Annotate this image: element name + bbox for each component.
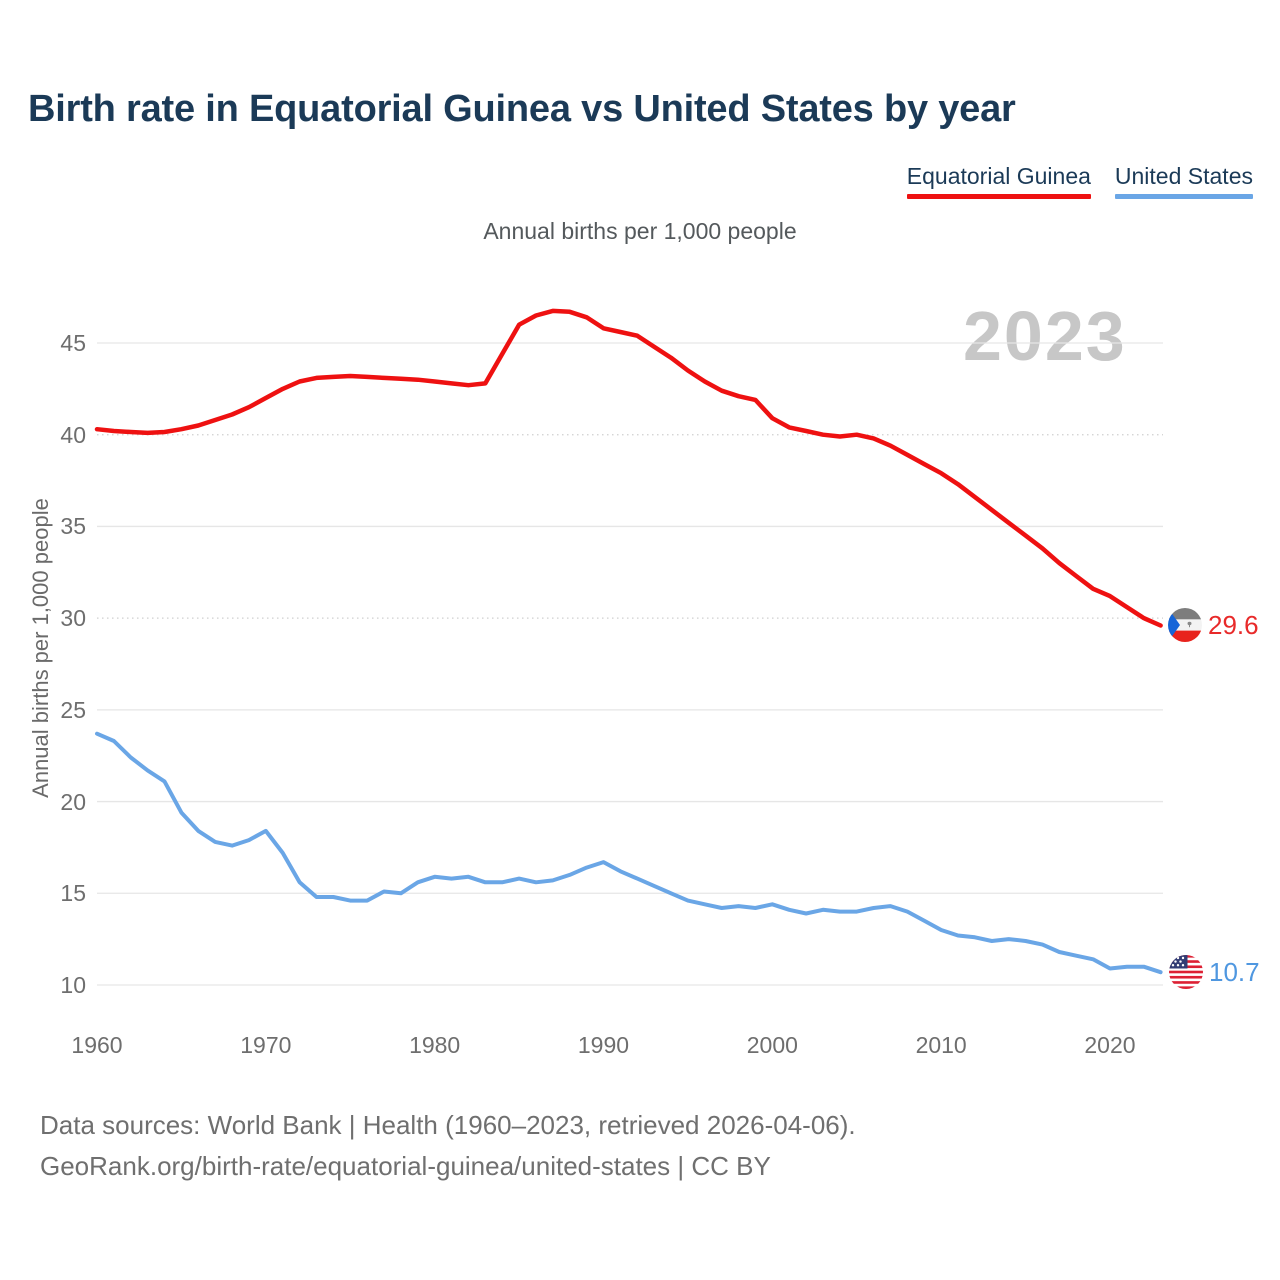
legend-label: United States — [1114, 163, 1253, 189]
x-tick-label-1970: 1970 — [240, 1032, 292, 1058]
year-watermark: 2023 — [963, 297, 1127, 375]
legend-underline-eg — [906, 194, 1091, 199]
x-tick-label-2020: 2020 — [1084, 1032, 1136, 1058]
chart-title: Birth rate in Equatorial Guinea vs Unite… — [28, 88, 1016, 130]
footer-attribution: GeoRank.org/birth-rate/equatorial-guinea… — [40, 1151, 771, 1181]
x-tick-label-1960: 1960 — [71, 1032, 123, 1058]
legend-item-equatorial-guinea[interactable]: Equatorial Guinea — [906, 163, 1091, 199]
series-line-united-states — [95, 731, 1163, 975]
legend: Equatorial Guinea United States — [906, 163, 1253, 199]
footer: Data sources: World Bank | Health (1960–… — [40, 1105, 856, 1187]
y-tick-label-15: 15 — [60, 880, 86, 907]
y-tick-label-45: 45 — [60, 330, 86, 356]
equatorial-guinea-flag-icon — [1168, 608, 1202, 643]
united-states-flag-icon — [1169, 955, 1203, 990]
y-tick-label-10: 10 — [60, 972, 86, 998]
united-states-end-value: 10.7 — [1209, 957, 1260, 988]
legend-item-united-states[interactable]: United States — [1114, 163, 1253, 199]
y-tick-label-40: 40 — [60, 421, 86, 448]
equatorial-guinea-end-value: 29.6 — [1208, 610, 1259, 641]
x-tick-label-2000: 2000 — [746, 1032, 798, 1058]
y-tick-label-30: 30 — [60, 605, 86, 632]
x-tick-label-1990: 1990 — [577, 1032, 630, 1058]
x-tick-label-2010: 2010 — [915, 1032, 967, 1058]
chart-subtitle: Annual births per 1,000 people — [483, 218, 797, 244]
y-tick-label-20: 20 — [60, 788, 86, 815]
footer-data-sources: Data sources: World Bank | Health (1960–… — [40, 1110, 856, 1140]
legend-underline-us — [1114, 194, 1253, 199]
series-line-equatorial-guinea — [94, 308, 1163, 628]
legend-label: Equatorial Guinea — [906, 163, 1091, 189]
y-tick-label-25: 25 — [60, 696, 86, 723]
x-tick-label-1980: 1980 — [409, 1032, 461, 1058]
y-tick-label-35: 35 — [60, 513, 86, 540]
